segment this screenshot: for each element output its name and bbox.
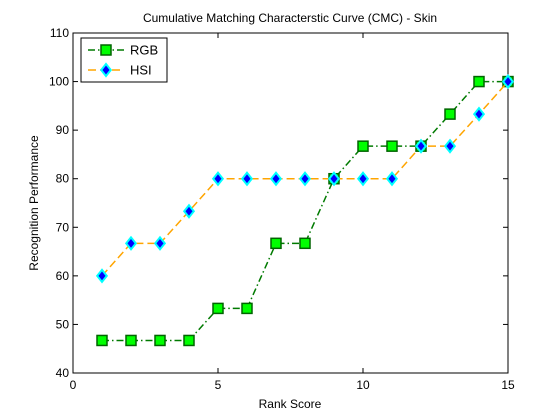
data-point-hsi [182, 203, 196, 219]
data-point-rgb [386, 140, 398, 152]
series-hsi [95, 73, 515, 284]
data-point-hsi [356, 171, 370, 187]
y-axis: 40 50 60 70 80 90 100 110 [49, 26, 508, 380]
y-tick-label: 80 [56, 172, 70, 186]
data-point-hsi [327, 171, 341, 187]
legend-marker [100, 44, 112, 56]
legend-entry-rgb: RGB [88, 43, 158, 58]
legend-marker [99, 62, 113, 78]
y-tick-label: 70 [56, 220, 70, 234]
plot-area [72, 32, 509, 374]
data-point-hsi [414, 138, 428, 154]
data-point-hsi [298, 171, 312, 187]
data-point-rgb [444, 108, 456, 120]
x-tick-label: 15 [501, 378, 515, 392]
y-tick-label: 50 [56, 317, 70, 331]
y-tick-label: 90 [56, 123, 70, 137]
legend-entry-hsi: HSI [88, 62, 152, 78]
data-point-hsi [240, 171, 254, 187]
data-point-hsi [153, 235, 167, 251]
data-point-rgb [241, 302, 253, 315]
legend-label: RGB [130, 43, 158, 58]
y-tick-label: 100 [49, 75, 69, 89]
data-point-rgb [125, 334, 137, 347]
legend-box [80, 37, 168, 83]
data-point-rgb [299, 237, 311, 250]
data-point-rgb [96, 334, 108, 347]
x-axis: 0 5 10 15 [70, 33, 515, 392]
x-axis-title: Rank Score [259, 397, 322, 411]
series-line-rgb [102, 80, 508, 342]
data-point-hsi [211, 171, 225, 187]
y-axis-title: Recognition Performance [27, 135, 41, 271]
data-point-hsi [124, 235, 138, 251]
data-point-hsi [95, 268, 109, 284]
data-point-hsi [385, 171, 399, 187]
data-point-hsi [269, 171, 283, 187]
series-layer [95, 73, 515, 347]
data-point-hsi [443, 138, 457, 154]
legend-label: HSI [130, 63, 152, 78]
legend: RGB HSI [80, 37, 168, 83]
y-tick-label: 60 [56, 269, 70, 283]
data-point-rgb [473, 75, 485, 88]
y-tick-label: 40 [56, 366, 70, 380]
x-tick-label: 10 [356, 378, 370, 392]
data-point-rgb [154, 334, 166, 347]
chart-title: Cumulative Matching Characterstic Curve … [143, 11, 437, 25]
x-tick-label: 0 [70, 378, 77, 392]
data-point-rgb [183, 334, 195, 347]
data-point-hsi [472, 106, 486, 122]
x-tick-label: 5 [215, 378, 222, 392]
data-point-rgb [357, 140, 369, 152]
y-tick-label: 110 [50, 26, 69, 40]
data-point-hsi [501, 73, 515, 90]
data-point-rgb [270, 237, 282, 250]
data-point-rgb [212, 302, 224, 315]
